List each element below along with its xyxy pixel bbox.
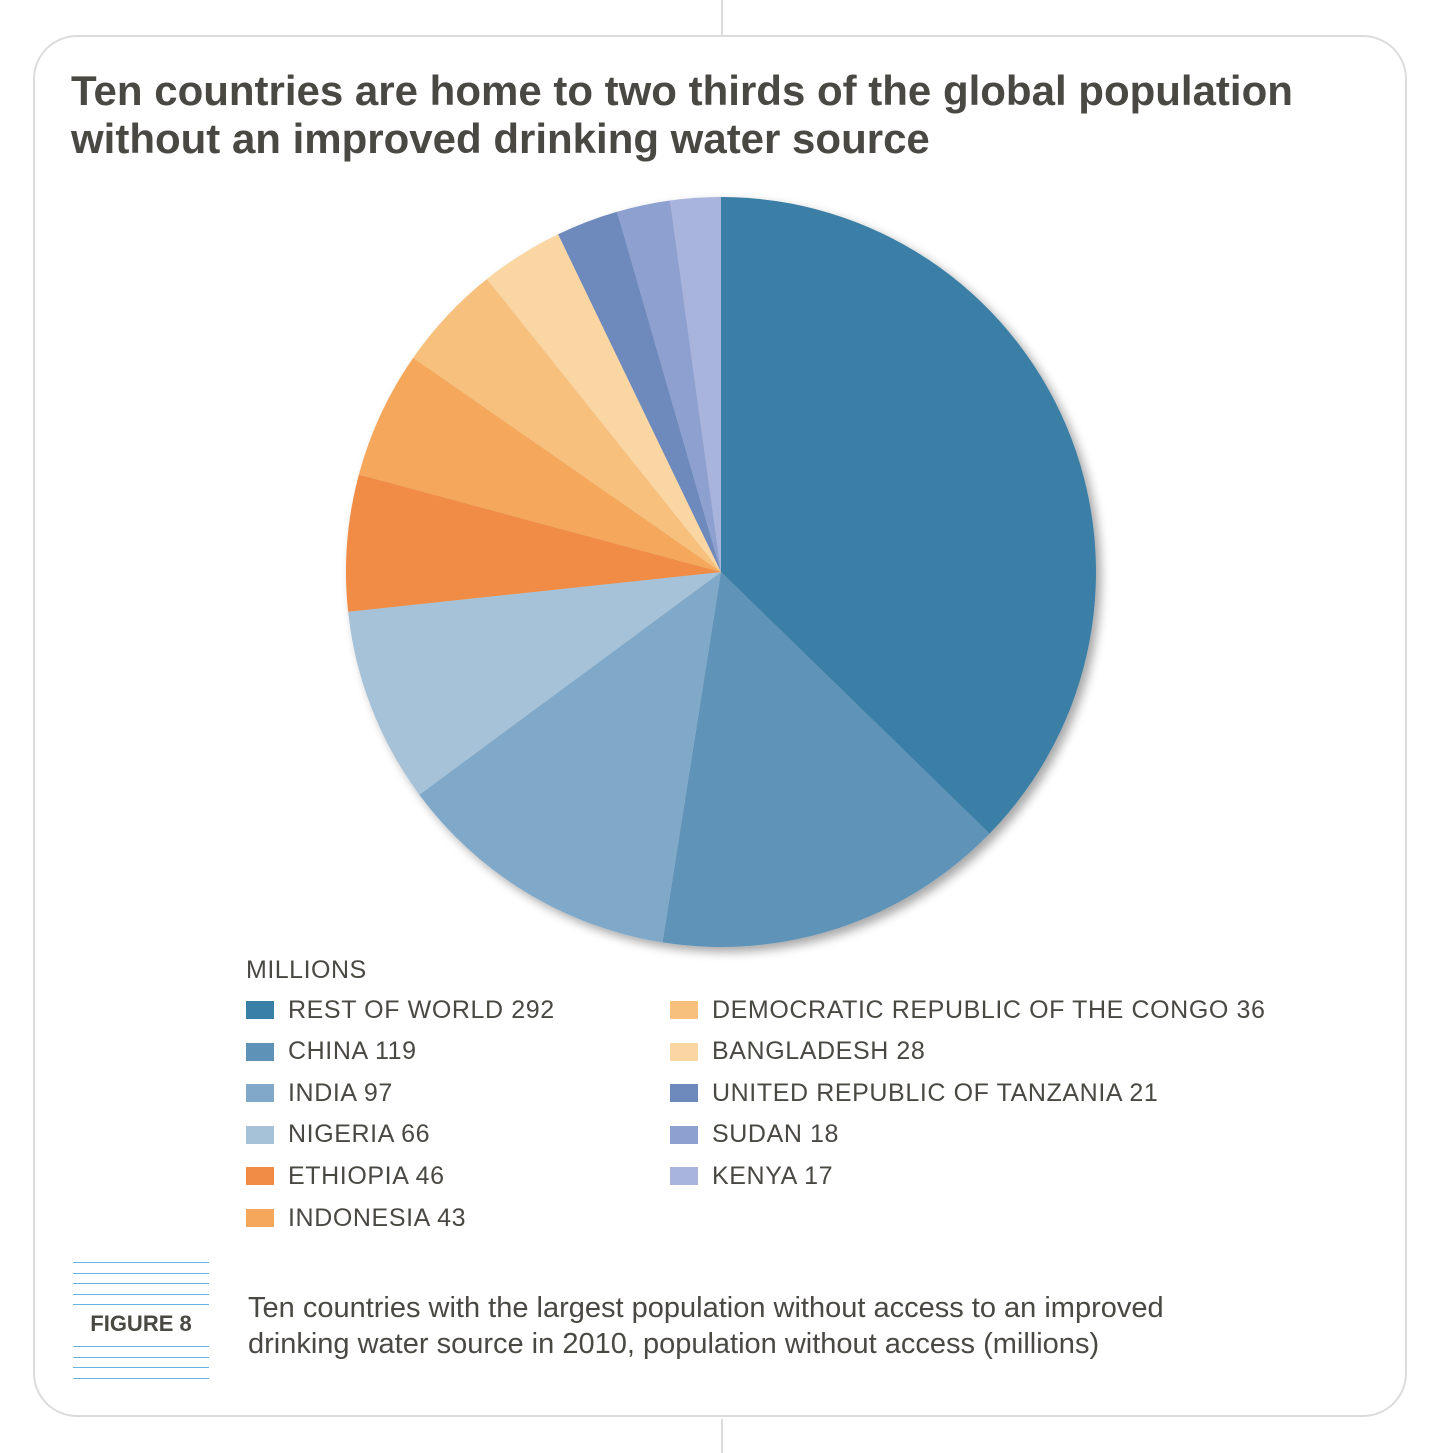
divider-top [721, 0, 723, 36]
caption-line-2: drinking water source in 2010, populatio… [248, 1328, 1100, 1360]
units-label: MILLIONS [246, 956, 367, 984]
pie-slice-ethiopia [346, 474, 721, 612]
legend-label: NIGERIA 66 [288, 1120, 431, 1149]
legend-label: SUDAN 18 [712, 1120, 840, 1149]
legend-item-china: CHINA 119 [246, 1037, 417, 1067]
legend-label: ETHIOPIA 46 [288, 1161, 445, 1190]
pie-slice-china [662, 572, 990, 948]
chart-title-line-1: Ten countries are home to two thirds of … [71, 67, 1293, 114]
legend-label: REST OF WORLD 292 [288, 995, 555, 1024]
figure-caption: Ten countries with the largest populatio… [248, 1290, 1368, 1362]
legend-label: INDIA 97 [288, 1078, 393, 1107]
legend-swatch [246, 1042, 274, 1061]
legend-item-democratic-republic-of-the-congo: DEMOCRATIC REPUBLIC OF THE CONGO 36 [670, 995, 1265, 1025]
chart-title: Ten countries are home to two thirds of … [71, 67, 1371, 163]
legend-item-nigeria: NIGERIA 66 [246, 1120, 430, 1150]
caption-line-1: Ten countries with the largest populatio… [248, 1292, 1164, 1324]
legend-swatch [670, 1125, 698, 1144]
legend-swatch [670, 1084, 698, 1103]
pie-slice-nigeria [348, 572, 721, 795]
legend-label: INDONESIA 43 [288, 1203, 467, 1232]
legend-swatch [670, 1001, 698, 1019]
pie-slice-sudan [617, 200, 721, 573]
legend-item-ethiopia: ETHIOPIA 46 [246, 1161, 445, 1191]
figure-number: FIGURE 8 [73, 1311, 209, 1337]
legend-swatch [670, 1167, 698, 1186]
legend-swatch [246, 1084, 274, 1103]
pie-slice-kenya [670, 197, 721, 572]
legend-label: CHINA 119 [288, 1037, 417, 1066]
legend-item-bangladesh: BANGLADESH 28 [670, 1037, 925, 1067]
pie-slice-india [419, 572, 721, 943]
legend-item-indonesia: INDONESIA 43 [246, 1203, 466, 1233]
legend-item-kenya: KENYA 17 [670, 1161, 833, 1191]
pie-slice-bangladesh [486, 234, 721, 573]
legend-swatch [246, 1001, 274, 1019]
legend-item-united-republic-of-tanzania: UNITED REPUBLIC OF TANZANIA 21 [670, 1078, 1158, 1108]
legend-item-rest-of-world: REST OF WORLD 292 [246, 995, 555, 1025]
legend-label: UNITED REPUBLIC OF TANZANIA 21 [712, 1078, 1159, 1107]
legend-label: DEMOCRATIC REPUBLIC OF THE CONGO 36 [712, 995, 1266, 1024]
legend-swatch [246, 1125, 274, 1144]
legend-swatch [246, 1167, 274, 1186]
legend-label: KENYA 17 [712, 1161, 834, 1190]
pie-slice-united-republic-of-tanzania [558, 211, 721, 572]
pie-slice-indonesia [358, 357, 721, 572]
legend-label: BANGLADESH 28 [712, 1037, 926, 1066]
chart-title-line-2: without an improved drinking water sourc… [71, 115, 930, 162]
legend-swatch [670, 1042, 698, 1061]
pie-slice-rest-of-world [721, 197, 1096, 834]
divider-bottom [721, 1419, 723, 1453]
legend-item-india: INDIA 97 [246, 1078, 393, 1108]
legend-item-sudan: SUDAN 18 [670, 1120, 839, 1150]
legend-swatch [246, 1209, 274, 1227]
pie-slice-democratic-republic-of-the-congo [413, 279, 721, 572]
